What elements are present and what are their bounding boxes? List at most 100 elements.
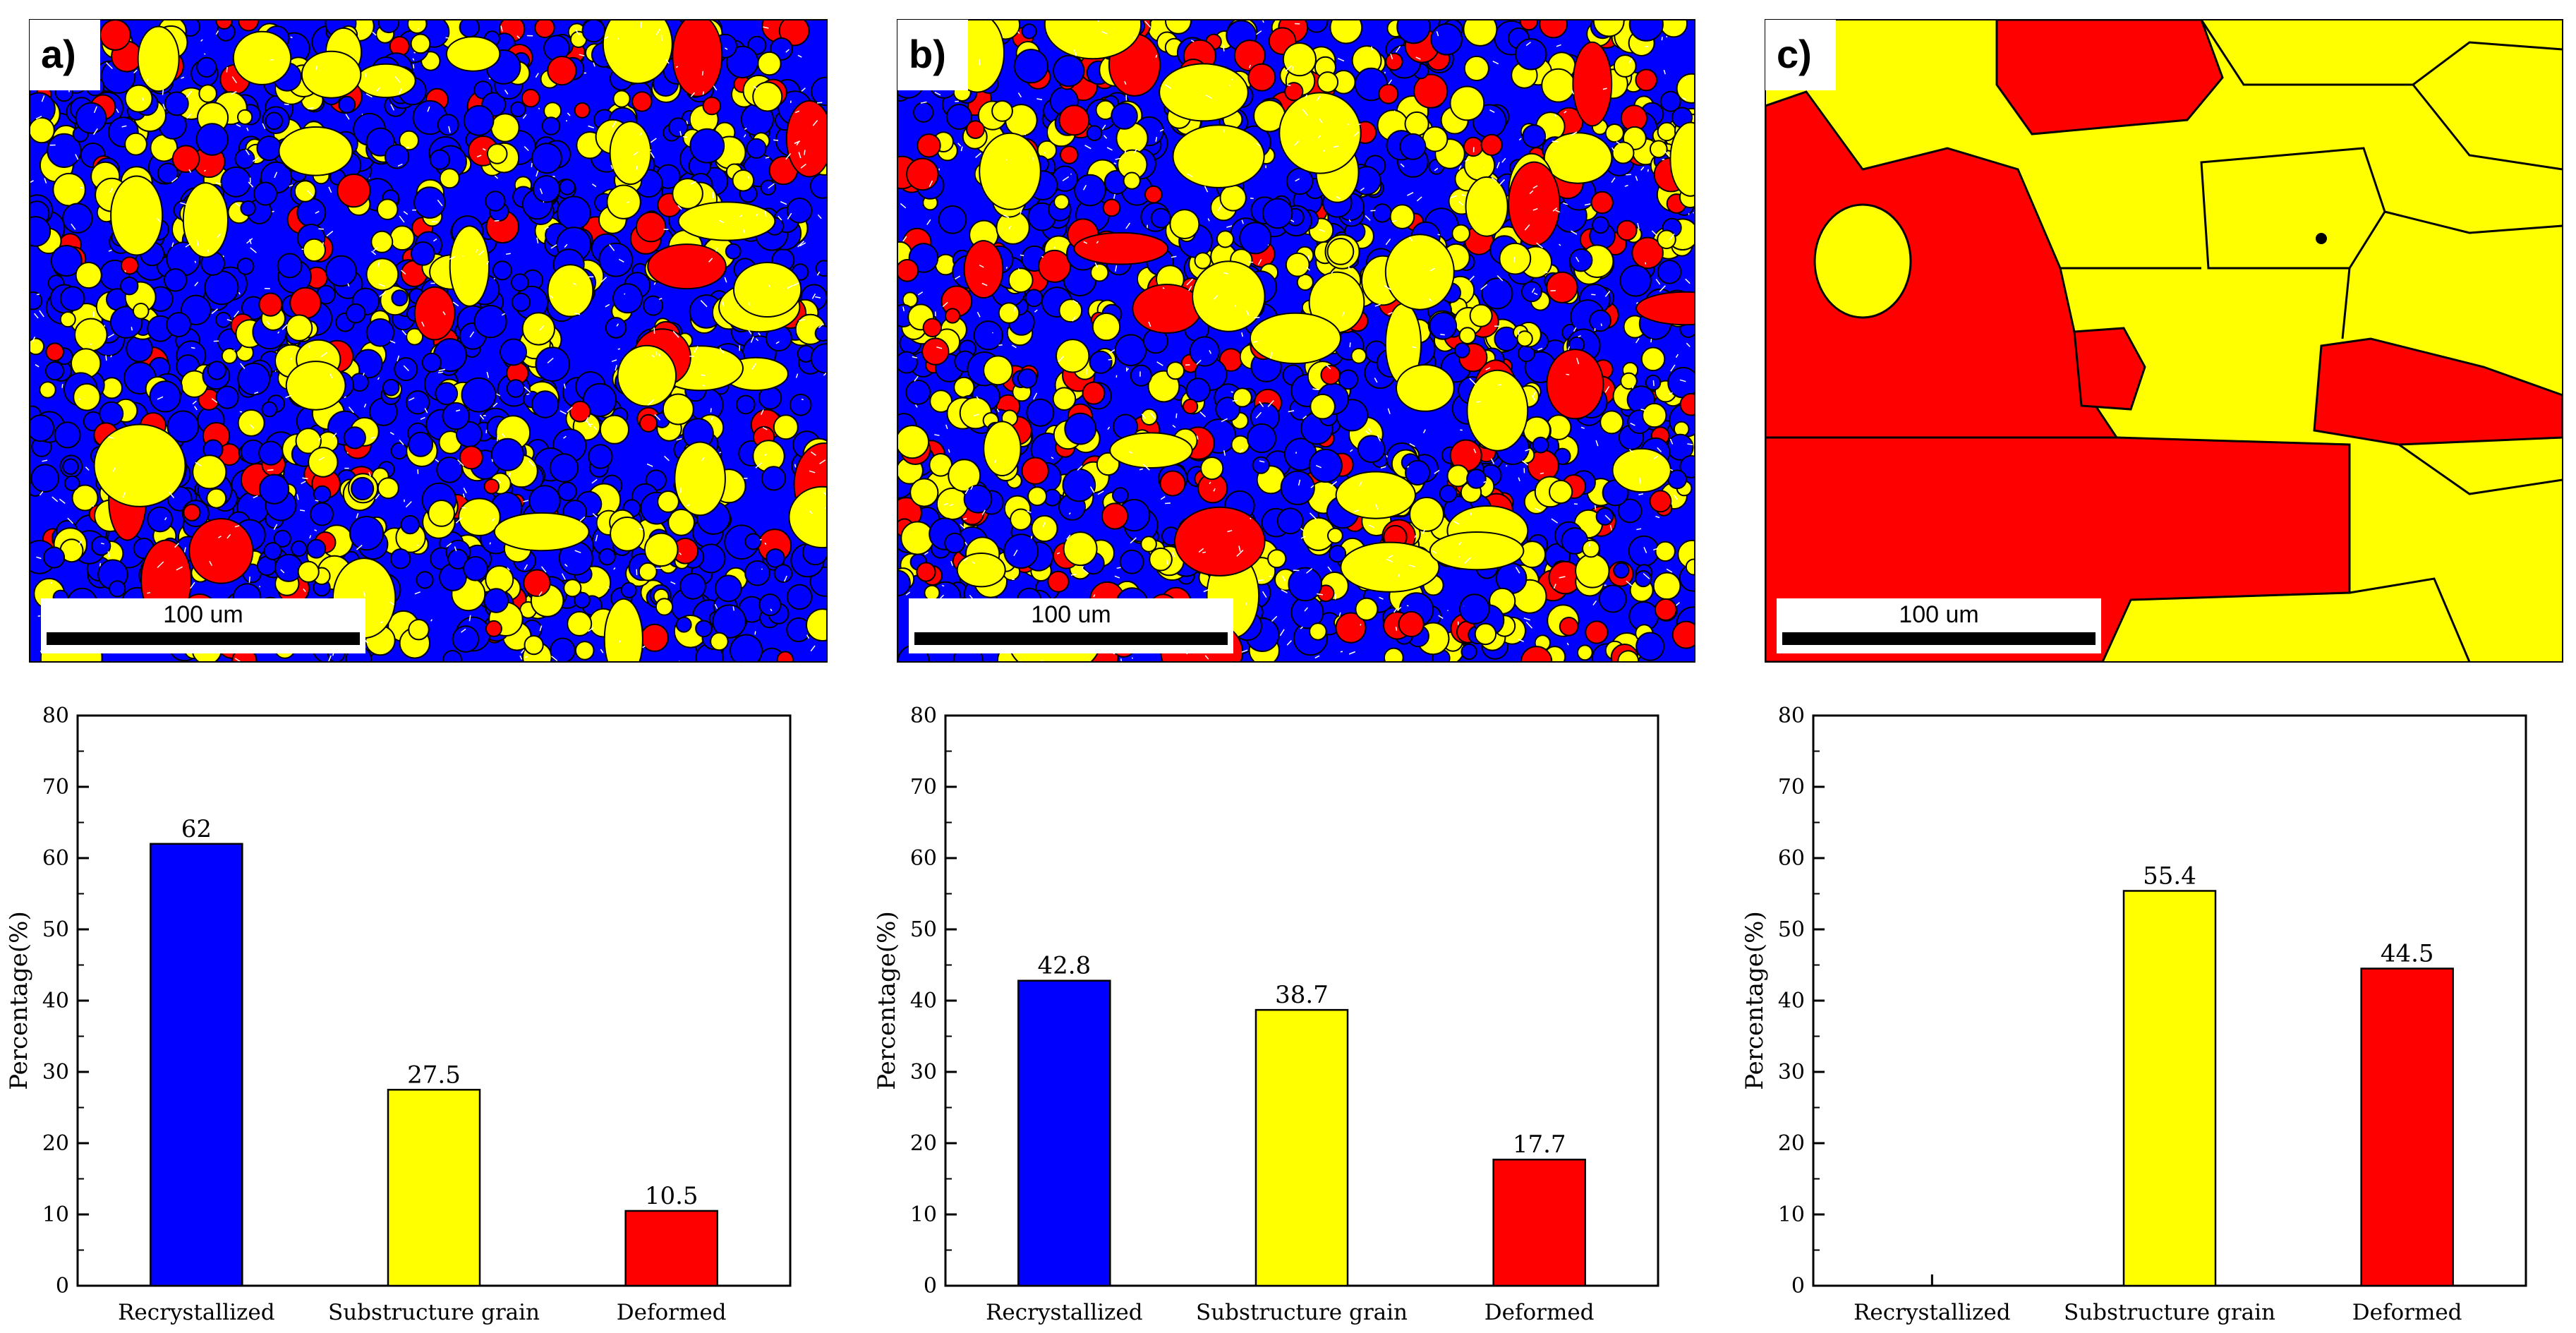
grain [1064, 412, 1097, 445]
substructure-line [1496, 275, 1504, 282]
substructure-line [378, 283, 385, 287]
substructure-line [1084, 145, 1092, 150]
substructure-line [99, 562, 102, 567]
substructure-line [59, 498, 66, 504]
y-tick-label: 70 [1778, 775, 1805, 800]
substructure-line [61, 384, 64, 388]
substructure-line [604, 36, 609, 40]
substructure-line [1149, 412, 1156, 419]
grain [1027, 486, 1048, 507]
substructure-line [249, 239, 252, 245]
substructure-line [561, 573, 566, 580]
grain [500, 338, 527, 366]
substructure-line [924, 551, 929, 555]
grain [389, 225, 415, 251]
substructure-line [1370, 210, 1376, 212]
substructure-line [1133, 149, 1137, 154]
grain [277, 253, 303, 279]
grain [1640, 346, 1666, 372]
grain [437, 114, 459, 136]
grain [966, 120, 985, 140]
substructure-line [405, 501, 412, 508]
substructure-line [131, 327, 133, 331]
grain [1150, 207, 1171, 229]
substructure-line [1388, 79, 1393, 85]
substructure-line [1257, 579, 1264, 581]
substructure-line [217, 233, 221, 238]
substructure-line [209, 560, 213, 567]
grain [1600, 410, 1624, 435]
substructure-line [1575, 256, 1580, 263]
substructure-line [1647, 169, 1649, 172]
grain [39, 381, 56, 399]
substructure-line [322, 242, 325, 247]
substructure-line [1682, 97, 1686, 100]
substructure-line [1563, 202, 1568, 205]
x-category-label: Deformed [1484, 1300, 1595, 1325]
substructure-line [1249, 64, 1252, 68]
x-category-label: Substructure grain [1196, 1300, 1408, 1325]
grain [1378, 83, 1399, 104]
grain [936, 487, 969, 521]
grain [1463, 20, 1498, 47]
grain [463, 556, 488, 581]
data-label: 42.8 [1037, 952, 1091, 980]
substructure-line [1395, 46, 1401, 53]
substructure-line [1637, 222, 1640, 230]
grain [1165, 20, 1192, 35]
grain [1010, 508, 1032, 531]
grain [523, 569, 551, 597]
grain-large [1192, 260, 1266, 332]
substructure-line [1241, 649, 1248, 653]
grain-large [93, 423, 186, 507]
grain [289, 286, 322, 320]
substructure-line [37, 615, 41, 617]
substructure-line [633, 151, 639, 156]
substructure-line [957, 143, 962, 147]
substructure-line [92, 128, 98, 135]
substructure-line [1415, 56, 1421, 60]
substructure-line [1571, 90, 1574, 95]
substructure-line [799, 242, 806, 247]
grain [557, 481, 577, 502]
substructure-line [372, 31, 377, 36]
substructure-line [1525, 42, 1531, 47]
substructure-line [401, 270, 406, 275]
substructure-line [538, 107, 540, 110]
substructure-line [463, 488, 467, 494]
grain [490, 113, 520, 143]
substructure-line [718, 219, 725, 224]
substructure-line [1578, 335, 1581, 337]
substructure-line [107, 551, 110, 557]
grain [1111, 102, 1138, 130]
grain [1024, 289, 1044, 308]
grain-boundary [2412, 84, 2563, 171]
grain [1519, 20, 1538, 31]
substructure-line [1489, 109, 1495, 113]
substructure-line [1669, 469, 1674, 471]
substructure-line [1635, 301, 1639, 304]
grain [416, 571, 434, 589]
grain [1144, 185, 1163, 204]
substructure-line [682, 135, 687, 138]
substructure-line [926, 219, 931, 225]
substructure-line [494, 219, 500, 222]
substructure-line [753, 85, 757, 90]
grain [365, 318, 395, 347]
substructure-line [1302, 415, 1307, 419]
substructure-line [1259, 401, 1264, 408]
y-tick-label: 20 [1778, 1131, 1805, 1156]
grain [1327, 527, 1343, 544]
grain [574, 641, 595, 661]
y-tick-label: 10 [1778, 1202, 1805, 1227]
substructure-line [655, 28, 661, 35]
substructure-line [1108, 349, 1115, 354]
substructure-line [398, 88, 402, 95]
substructure-line [413, 52, 416, 54]
map-a-label-box [30, 20, 100, 90]
substructure-line [397, 163, 403, 167]
grain [30, 291, 43, 310]
substructure-line [725, 47, 728, 50]
grain [384, 144, 410, 169]
substructure-line [544, 227, 549, 231]
